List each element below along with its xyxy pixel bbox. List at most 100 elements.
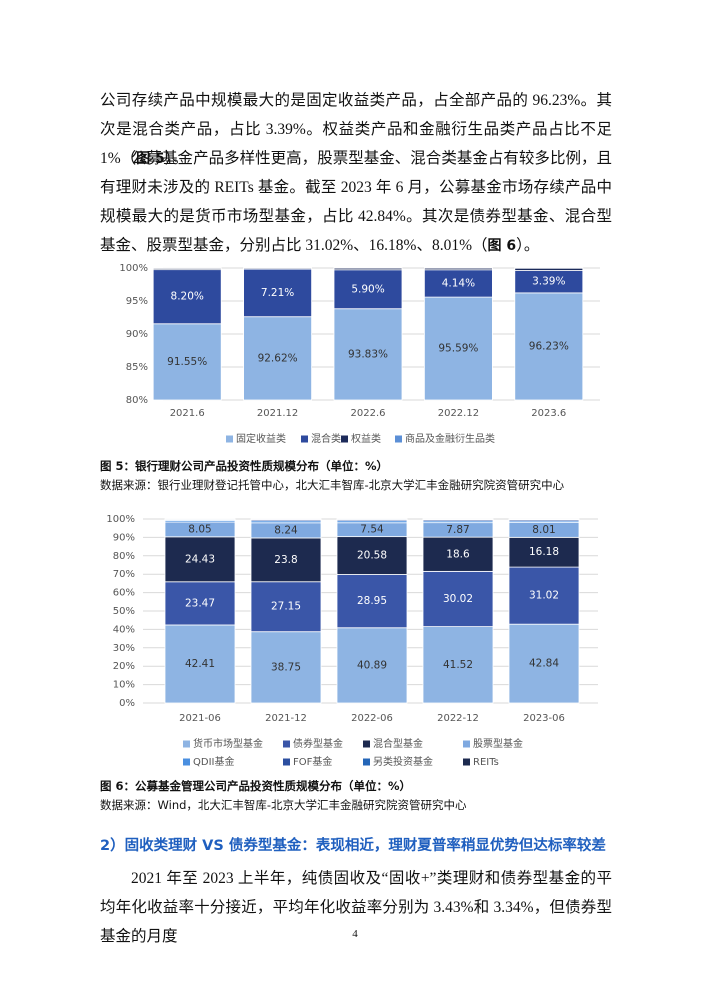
- paragraph: 公募基金产品多样性更高，股票型基金、混合类基金占有较多比例，且有理财未涉及的 R…: [100, 144, 612, 261]
- legend-label: 货币市场型基金: [193, 737, 263, 750]
- bar-segment: [422, 626, 494, 704]
- y-tick-label: 60%: [113, 588, 135, 599]
- x-tick-label: 2023.6: [531, 408, 566, 419]
- data-label: 93.83%: [348, 348, 388, 360]
- legend-swatch: [283, 758, 290, 766]
- data-label: 40.89: [357, 659, 387, 671]
- text: ）。: [516, 237, 540, 254]
- legend-label: QDII基金: [193, 755, 234, 768]
- bar-segment: [422, 570, 494, 628]
- figure-caption: 图 6：公募基金管理公司产品投资性质规模分布（单位：%）: [100, 779, 412, 793]
- x-tick-label: 2022.12: [438, 408, 479, 419]
- data-label: 42.41: [185, 658, 215, 670]
- y-tick-label: 90%: [126, 329, 148, 340]
- y-tick-label: 80%: [113, 551, 135, 562]
- y-tick-label: 85%: [126, 362, 148, 373]
- y-tick-label: 0%: [119, 698, 135, 709]
- data-label: 8.01: [532, 524, 555, 536]
- legend-swatch: [395, 435, 402, 443]
- x-tick-label: 2022.6: [351, 408, 386, 419]
- paragraph: 2021 年至 2023 上半年，纯债固收及“固收+”类理财和债券型基金的平均年…: [100, 864, 612, 951]
- bar-segment: [333, 308, 403, 401]
- legend-label: 混合类: [311, 432, 341, 445]
- data-label: 96.23%: [529, 340, 569, 352]
- x-tick-label: 2022-12: [437, 713, 479, 724]
- chart: 0% 10% 20% 30% 40% 50% 60% 70% 80% 90% 100% 2021-06…: [106, 514, 598, 768]
- x-tick-label: 2021-12: [265, 713, 307, 724]
- legend-label: 股票型基金: [473, 737, 523, 750]
- bar-segment: [336, 627, 408, 704]
- legend-swatch: [183, 740, 190, 748]
- bar-segment: [152, 269, 222, 325]
- bar-segment: [336, 536, 408, 575]
- data-label: 38.75: [271, 661, 301, 673]
- figure-ref: 图 5: [136, 151, 165, 167]
- bar-segment: [164, 624, 236, 704]
- data-label: 92.62%: [258, 352, 298, 364]
- y-tick-label: 95%: [126, 296, 148, 307]
- legend-swatch: [463, 740, 470, 748]
- y-tick-label: 70%: [113, 569, 135, 580]
- data-label: 20.58: [357, 550, 387, 562]
- legend-label: 混合型基金: [373, 737, 423, 750]
- data-label: 5.90%: [351, 283, 384, 295]
- legend-swatch: [183, 758, 190, 766]
- bar-segment: [514, 292, 584, 401]
- text: ）。: [164, 150, 189, 167]
- y-tick-label: 100%: [119, 263, 148, 274]
- data-label: 23.8: [274, 554, 297, 566]
- legend-label: 商品及金融衍生品类: [405, 432, 495, 445]
- bar-segment: [164, 581, 236, 626]
- legend-label: REITs: [473, 757, 499, 768]
- y-tick-label: 10%: [113, 680, 135, 691]
- legend-swatch: [363, 740, 370, 748]
- legend-label: 固定收益类: [236, 432, 286, 445]
- x-tick-label: 2023-06: [523, 713, 565, 724]
- text: 公司存续产品中规模最大的是固定收益类产品，占全部产品的 96.23%。其次是混合…: [100, 92, 612, 167]
- data-label: 8.24: [274, 524, 298, 536]
- legend-swatch: [341, 435, 348, 443]
- page-number: 4: [352, 928, 358, 940]
- legend-swatch: [283, 740, 290, 748]
- data-label: 16.18: [529, 546, 559, 558]
- x-tick-label: 2021.6: [170, 408, 205, 419]
- data-label: 27.15: [271, 601, 301, 613]
- bar-segment: [423, 296, 493, 401]
- data-label: 42.84: [529, 658, 559, 670]
- figure-source: 数据来源：银行业理财登记托管中心，北大汇丰智库-北京大学汇丰金融研究院资管研究中…: [100, 478, 565, 492]
- figure-source: 数据来源：Wind，北大汇丰智库-北京大学汇丰金融研究院资管研究中心: [100, 798, 467, 812]
- data-label: 7.21%: [261, 287, 294, 299]
- legend-swatch: [363, 758, 370, 766]
- figure-caption: 图 5：银行理财公司产品投资性质规模分布（单位：%）: [100, 459, 389, 473]
- chart: 80% 85% 90% 95% 100% 2021.6 2021.12 2022.6 2022.…: [119, 263, 600, 445]
- bar-segment: [243, 268, 313, 318]
- bar-segment: [333, 269, 403, 310]
- text: 公募基金产品多样性更高，股票型基金、混合类基金占有较多比例，且有理财未涉及的 R…: [100, 150, 612, 254]
- data-label: 91.55%: [167, 356, 207, 368]
- bar-segment: [243, 316, 313, 401]
- data-label: 18.6: [446, 548, 470, 560]
- bar-segment: [152, 323, 222, 401]
- legend-label: 权益类: [351, 432, 381, 445]
- paragraph: 公司存续产品中规模最大的是固定收益类产品，占全部产品的 96.23%。其次是混合…: [100, 86, 612, 174]
- legend-label: FOF基金: [293, 755, 332, 768]
- legend-label: 债券型基金: [293, 737, 343, 750]
- data-label: 7.54: [360, 524, 384, 536]
- x-tick-label: 2021.12: [257, 408, 298, 419]
- data-label: 31.02: [529, 590, 559, 602]
- text: 2021 年至 2023 上半年，纯债固收及“固收+”类理财和债券型基金的平均年…: [100, 870, 612, 945]
- bar-segment: [423, 269, 493, 298]
- bar-segment: [422, 536, 494, 572]
- data-label: 95.59%: [438, 343, 478, 355]
- data-label: 8.05: [188, 523, 211, 535]
- data-label: 8.20%: [171, 291, 204, 303]
- data-label: 4.14%: [442, 277, 475, 289]
- bar-segment: [164, 536, 236, 583]
- y-tick-label: 40%: [113, 624, 135, 635]
- legend-label: 另类投资基金: [373, 755, 433, 768]
- section-heading: 2）固收类理财 VS 债券型基金：表现相近，理财夏普率稍显优势但达标率较差: [100, 838, 606, 854]
- y-tick-label: 80%: [126, 395, 148, 406]
- bar-segment: [250, 631, 322, 704]
- data-label: 28.95: [357, 595, 387, 607]
- legend-swatch: [463, 758, 470, 766]
